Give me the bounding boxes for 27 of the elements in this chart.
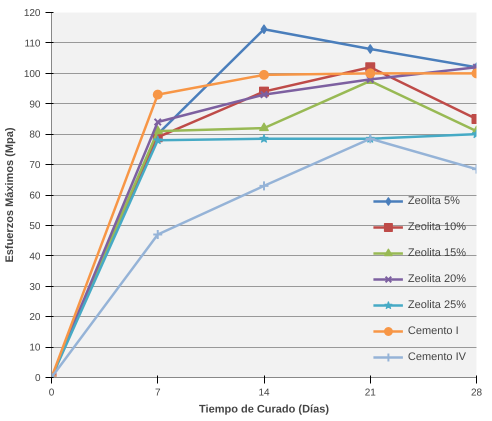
- legend-label: Cemento I: [408, 325, 459, 337]
- x-tick-label: 7: [154, 388, 161, 398]
- legend-label: Zeolita 5%: [408, 195, 460, 207]
- x-tick-label: 14: [258, 388, 270, 398]
- legend-label: Zeolita 15%: [408, 247, 466, 259]
- x-axis-title: Tiempo de Curado (Días): [199, 404, 330, 416]
- y-tick-label: 110: [24, 38, 41, 50]
- y-tick-label: 70: [29, 160, 41, 172]
- y-tick-label: 120: [24, 8, 41, 19]
- x-tick-label: 28: [470, 388, 482, 398]
- legend-label: Zeolita 10%: [408, 221, 466, 233]
- y-tick-label: 10: [29, 342, 41, 354]
- x-tick-label: 0: [48, 388, 55, 398]
- legend-label: Zeolita 25%: [408, 299, 466, 311]
- y-tick-label: 20: [29, 312, 41, 324]
- y-tick-label: 30: [29, 282, 41, 293]
- x-tick-label: 21: [364, 388, 376, 398]
- legend-label: Cemento IV: [408, 351, 466, 363]
- y-tick-label: 100: [24, 68, 41, 80]
- y-tick-label: 60: [29, 190, 41, 202]
- y-tick-label: 80: [29, 130, 41, 141]
- y-tick-label: 40: [29, 251, 41, 262]
- y-tick-label: 0: [34, 373, 41, 384]
- y-axis-title: Esfuerzos Máximos (Mpa): [4, 127, 16, 263]
- y-tick-label: 90: [29, 99, 41, 110]
- legend-label: Zeolita 20%: [408, 273, 466, 285]
- y-tick-label: 50: [29, 220, 41, 232]
